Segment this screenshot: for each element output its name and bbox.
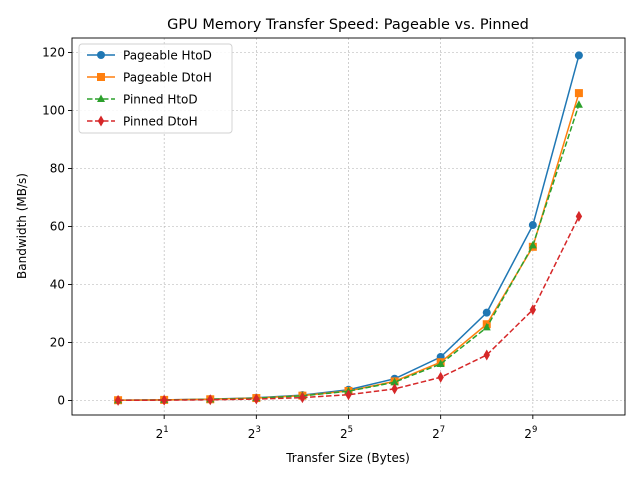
data-point (345, 389, 352, 401)
legend-label: Pageable HtoD (123, 49, 212, 63)
data-point (253, 393, 260, 405)
chart-title: GPU Memory Transfer Speed: Pageable vs. … (167, 17, 529, 33)
legend-box (78, 43, 233, 134)
x-tick-label: 29 (524, 425, 537, 441)
x-tick-label: 27 (432, 425, 445, 441)
data-point (114, 394, 122, 406)
legend-label: Pinned HtoD (123, 93, 198, 107)
y-tick-label: 40 (50, 278, 65, 292)
data-point (390, 377, 399, 386)
data-point (436, 359, 445, 367)
y-tick-label: 20 (50, 336, 65, 350)
x-tick-label: 21 (156, 425, 169, 441)
legend-label: Pageable DtoH (123, 71, 212, 85)
y-tick-label: 80 (50, 162, 65, 176)
series-pinned-dtoh (114, 210, 583, 406)
legend: Pageable HtoD Pageable DtoH Pinned HtoD Pin… (78, 43, 233, 134)
legend-marker (97, 73, 105, 81)
data-point (391, 383, 398, 395)
y-tick-label: 60 (50, 220, 65, 234)
y-tick-label: 0 (57, 394, 65, 408)
legend-marker (97, 115, 105, 127)
data-point (574, 51, 583, 60)
y-tick-label: 100 (42, 104, 65, 118)
data-point (207, 394, 214, 406)
data-point (299, 392, 306, 404)
data-point (574, 100, 583, 108)
data-point (529, 304, 537, 316)
legend-marker (97, 51, 105, 59)
x-axis-label: Transfer Size (Bytes) (285, 451, 410, 465)
y-axis-label: Bandwidth (MB/s) (15, 173, 29, 279)
data-point (483, 349, 490, 361)
data-point (528, 221, 537, 230)
data-point (437, 371, 444, 383)
x-tick-label: 23 (248, 425, 261, 441)
data-point (482, 322, 491, 331)
data-point (482, 308, 491, 317)
y-tick-label: 120 (42, 46, 65, 60)
legend-marker (97, 94, 105, 102)
data-point (160, 394, 168, 406)
x-tick-label: 25 (340, 425, 353, 441)
legend-label: Pinned DtoH (123, 115, 198, 129)
data-point (528, 240, 537, 249)
data-point (574, 89, 583, 98)
series-layer (114, 51, 583, 406)
series-line (118, 216, 580, 402)
data-point (575, 210, 583, 222)
